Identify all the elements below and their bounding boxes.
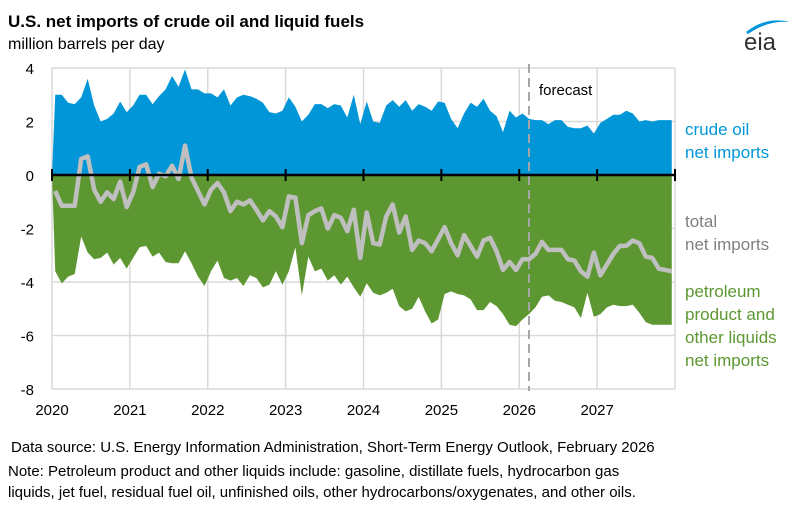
forecast-marker: forecast: [527, 64, 593, 391]
legend-product-line-2: product and: [685, 305, 775, 324]
note-line-2: liquids, jet fuel, residual fuel oil, un…: [8, 484, 636, 501]
legend-product: petroleum product and other liquids net …: [685, 280, 777, 372]
y-tick-label: -4: [21, 275, 34, 292]
crude-area: [52, 69, 672, 175]
legend-product-line-4: net imports: [685, 351, 770, 370]
legend-crude-line-1: crude oil: [685, 120, 750, 139]
x-tick-label: 2025: [425, 402, 458, 419]
axes: [51, 169, 676, 181]
x-tick-label: 2027: [580, 402, 613, 419]
legend-total-line-2: net imports: [685, 235, 770, 254]
note-line-1: Note: Petroleum product and other liquid…: [8, 463, 620, 480]
y-tick-label: 4: [26, 61, 34, 78]
x-tick-label: 2023: [269, 402, 302, 419]
y-tick-label: 2: [26, 115, 34, 132]
forecast-label: forecast: [539, 82, 593, 99]
y-tick-label: -6: [21, 329, 34, 346]
legend-product-line-1: petroleum: [685, 282, 761, 301]
x-tick-label: 2024: [347, 402, 380, 419]
legend-total: total net imports: [685, 210, 769, 256]
x-axis-ticks: 2020 2021 2022 2023 2024 2025 2026 2027: [35, 402, 614, 419]
legend-product-line-3: other liquids: [685, 328, 777, 347]
area-layer: [52, 69, 672, 327]
legend-crude-line-2: net imports: [685, 143, 770, 162]
y-tick-label: -2: [21, 222, 34, 239]
legend-crude: crude oil net imports: [685, 118, 769, 164]
eia-logo-swoosh-icon: [746, 20, 790, 34]
chart-title: U.S. net imports of crude oil and liquid…: [8, 12, 365, 31]
chart-subtitle: million barrels per day: [8, 36, 165, 53]
eia-logo: eia: [744, 20, 790, 54]
x-tick-label: 2026: [503, 402, 536, 419]
y-axis-ticks: 4 2 0 -2 -4 -6 -8: [21, 61, 34, 399]
y-tick-label: -8: [21, 382, 34, 399]
x-tick-label: 2021: [113, 402, 146, 419]
x-tick-label: 2020: [35, 402, 68, 419]
eia-logo-text: eia: [744, 29, 777, 54]
chart: forecast 420-2-4-6-8 2020 2021 2022 2023 202…: [21, 61, 676, 419]
x-tick-label: 2022: [191, 402, 224, 419]
data-source: Data source: U.S. Energy Information Adm…: [11, 439, 655, 456]
legend-total-line-1: total: [685, 212, 718, 231]
y-tick-label: 0: [26, 168, 34, 185]
